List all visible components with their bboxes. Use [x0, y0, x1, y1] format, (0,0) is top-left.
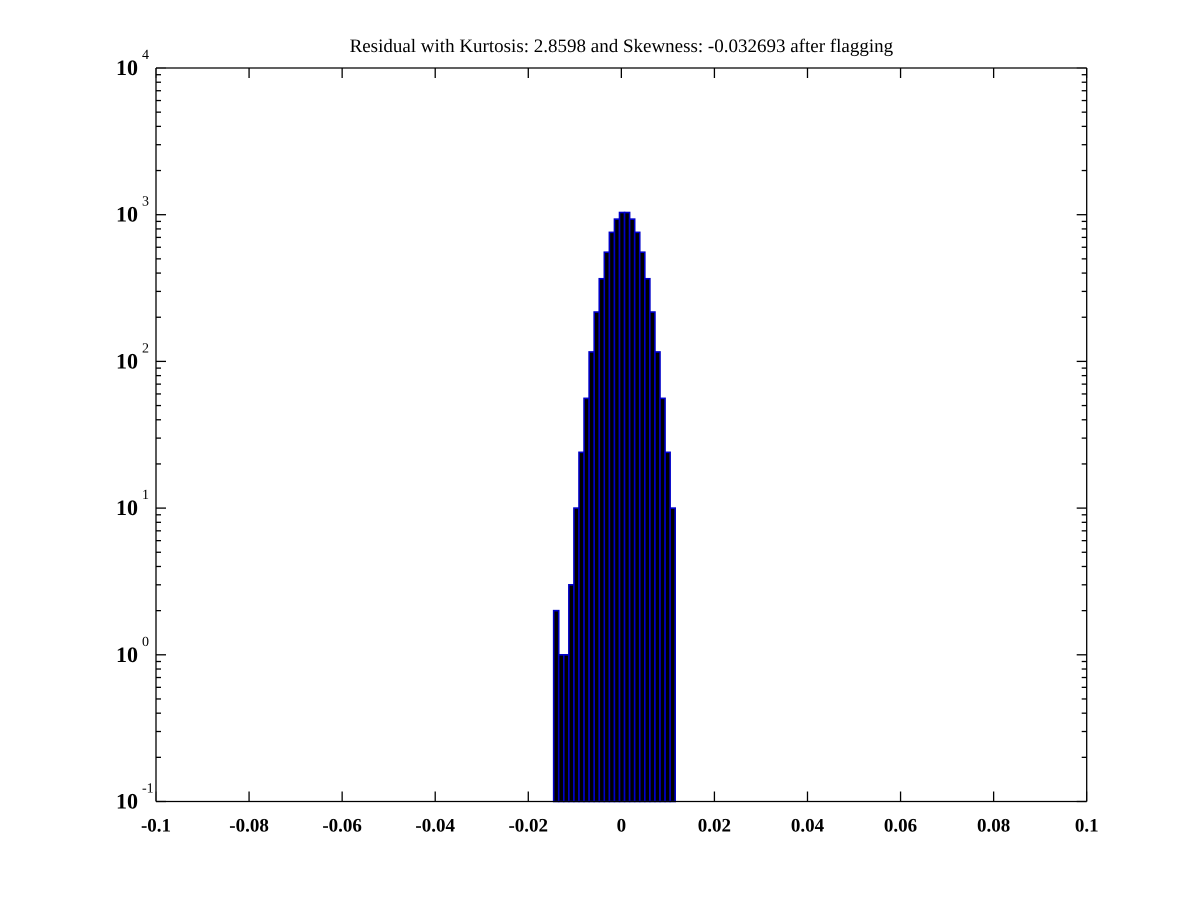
- svg-text:-0.06: -0.06: [322, 816, 362, 837]
- svg-text:0.04: 0.04: [791, 816, 825, 837]
- svg-text:-0.02: -0.02: [508, 816, 548, 837]
- svg-text:0: 0: [142, 635, 149, 650]
- svg-text:Residual with Kurtosis: 2.8598: Residual with Kurtosis: 2.8598 and Skewn…: [350, 36, 894, 57]
- svg-text:0: 0: [617, 816, 627, 837]
- svg-text:-0.08: -0.08: [229, 816, 269, 837]
- svg-text:-0.04: -0.04: [415, 816, 455, 837]
- svg-text:0.08: 0.08: [977, 816, 1010, 837]
- svg-text:-1: -1: [142, 782, 154, 797]
- svg-text:2: 2: [142, 341, 149, 356]
- svg-text:10: 10: [116, 202, 138, 227]
- svg-text:-0.1: -0.1: [141, 816, 171, 837]
- svg-text:10: 10: [116, 495, 138, 520]
- svg-text:10: 10: [116, 55, 138, 80]
- svg-text:4: 4: [142, 48, 149, 63]
- svg-text:0.02: 0.02: [698, 816, 731, 837]
- svg-text:3: 3: [142, 195, 149, 210]
- svg-text:10: 10: [116, 348, 138, 373]
- svg-text:1: 1: [142, 488, 149, 503]
- svg-text:0.1: 0.1: [1075, 816, 1099, 837]
- svg-text:10: 10: [116, 789, 138, 814]
- svg-text:10: 10: [116, 642, 138, 667]
- svg-text:0.06: 0.06: [884, 816, 917, 837]
